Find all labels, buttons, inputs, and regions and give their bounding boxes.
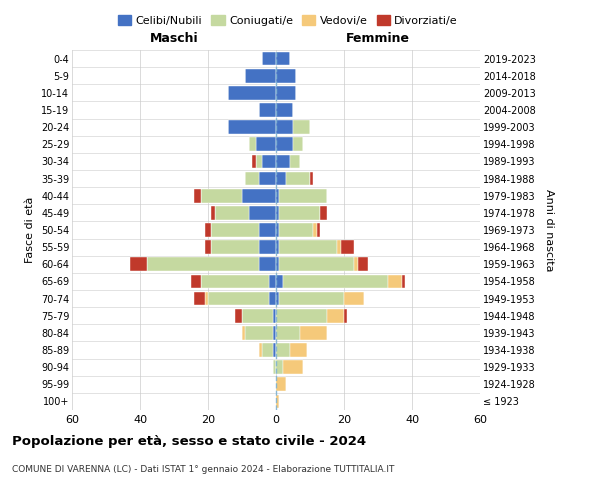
Bar bbox=[259, 103, 276, 117]
Bar bbox=[276, 240, 280, 254]
Bar bbox=[245, 172, 259, 185]
Bar bbox=[283, 274, 388, 288]
Bar bbox=[276, 172, 286, 185]
Bar bbox=[276, 206, 280, 220]
Bar bbox=[208, 292, 269, 306]
Bar bbox=[276, 86, 296, 100]
Bar bbox=[293, 138, 303, 151]
Bar bbox=[259, 223, 276, 237]
Bar bbox=[344, 292, 364, 306]
Bar bbox=[388, 274, 402, 288]
Bar bbox=[211, 223, 259, 237]
Bar bbox=[276, 343, 290, 357]
Bar bbox=[256, 154, 262, 168]
Bar bbox=[276, 292, 280, 306]
Bar bbox=[276, 120, 293, 134]
Bar bbox=[290, 154, 300, 168]
Bar bbox=[259, 172, 276, 185]
Bar bbox=[276, 360, 283, 374]
Bar bbox=[286, 172, 310, 185]
Bar bbox=[280, 292, 344, 306]
Bar bbox=[201, 274, 269, 288]
Bar bbox=[280, 223, 313, 237]
Bar bbox=[276, 138, 293, 151]
Bar bbox=[249, 138, 256, 151]
Bar bbox=[147, 258, 259, 271]
Bar bbox=[344, 309, 347, 322]
Bar bbox=[194, 189, 201, 202]
Bar bbox=[276, 274, 283, 288]
Bar bbox=[215, 206, 249, 220]
Text: COMUNE DI VARENNA (LC) - Dati ISTAT 1° gennaio 2024 - Elaborazione TUTTITALIA.IT: COMUNE DI VARENNA (LC) - Dati ISTAT 1° g… bbox=[12, 465, 394, 474]
Bar bbox=[276, 378, 286, 391]
Bar bbox=[276, 223, 280, 237]
Bar bbox=[354, 258, 358, 271]
Bar bbox=[280, 189, 327, 202]
Bar bbox=[191, 274, 201, 288]
Bar bbox=[276, 52, 290, 66]
Bar bbox=[276, 309, 327, 322]
Bar bbox=[358, 258, 368, 271]
Bar bbox=[262, 52, 276, 66]
Bar bbox=[272, 360, 276, 374]
Bar bbox=[242, 326, 245, 340]
Bar bbox=[276, 69, 296, 82]
Bar bbox=[205, 292, 208, 306]
Bar bbox=[201, 189, 242, 202]
Bar bbox=[249, 206, 276, 220]
Bar bbox=[211, 206, 215, 220]
Bar bbox=[327, 309, 344, 322]
Bar bbox=[259, 343, 262, 357]
Bar bbox=[313, 223, 317, 237]
Bar bbox=[283, 360, 303, 374]
Bar bbox=[293, 120, 310, 134]
Bar bbox=[300, 326, 327, 340]
Bar bbox=[269, 274, 276, 288]
Y-axis label: Fasce di età: Fasce di età bbox=[25, 197, 35, 263]
Bar bbox=[276, 394, 280, 408]
Bar bbox=[194, 292, 205, 306]
Text: Maschi: Maschi bbox=[149, 32, 199, 45]
Bar bbox=[229, 86, 276, 100]
Bar bbox=[259, 240, 276, 254]
Bar bbox=[317, 223, 320, 237]
Bar bbox=[402, 274, 405, 288]
Bar bbox=[272, 343, 276, 357]
Bar bbox=[290, 343, 307, 357]
Bar bbox=[341, 240, 354, 254]
Text: Popolazione per età, sesso e stato civile - 2024: Popolazione per età, sesso e stato civil… bbox=[12, 435, 366, 448]
Bar bbox=[272, 309, 276, 322]
Bar bbox=[276, 258, 280, 271]
Bar bbox=[337, 240, 341, 254]
Y-axis label: Anni di nascita: Anni di nascita bbox=[544, 188, 554, 271]
Bar bbox=[205, 240, 211, 254]
Bar bbox=[245, 69, 276, 82]
Bar bbox=[272, 326, 276, 340]
Bar bbox=[229, 120, 276, 134]
Bar bbox=[310, 172, 313, 185]
Bar bbox=[245, 326, 272, 340]
Bar bbox=[256, 138, 276, 151]
Bar bbox=[280, 240, 337, 254]
Bar bbox=[276, 154, 290, 168]
Bar bbox=[262, 343, 272, 357]
Bar bbox=[276, 189, 280, 202]
Bar bbox=[269, 292, 276, 306]
Bar bbox=[235, 309, 242, 322]
Bar bbox=[280, 258, 354, 271]
Bar bbox=[211, 240, 259, 254]
Legend: Celibi/Nubili, Coniugati/e, Vedovi/e, Divorziati/e: Celibi/Nubili, Coniugati/e, Vedovi/e, Di… bbox=[113, 10, 463, 30]
Bar bbox=[276, 103, 293, 117]
Bar bbox=[242, 189, 276, 202]
Bar bbox=[280, 206, 320, 220]
Bar bbox=[276, 326, 300, 340]
Text: Femmine: Femmine bbox=[346, 32, 410, 45]
Bar bbox=[262, 154, 276, 168]
Bar bbox=[320, 206, 327, 220]
Bar bbox=[130, 258, 147, 271]
Bar bbox=[242, 309, 272, 322]
Bar bbox=[205, 223, 211, 237]
Bar bbox=[252, 154, 256, 168]
Bar bbox=[259, 258, 276, 271]
